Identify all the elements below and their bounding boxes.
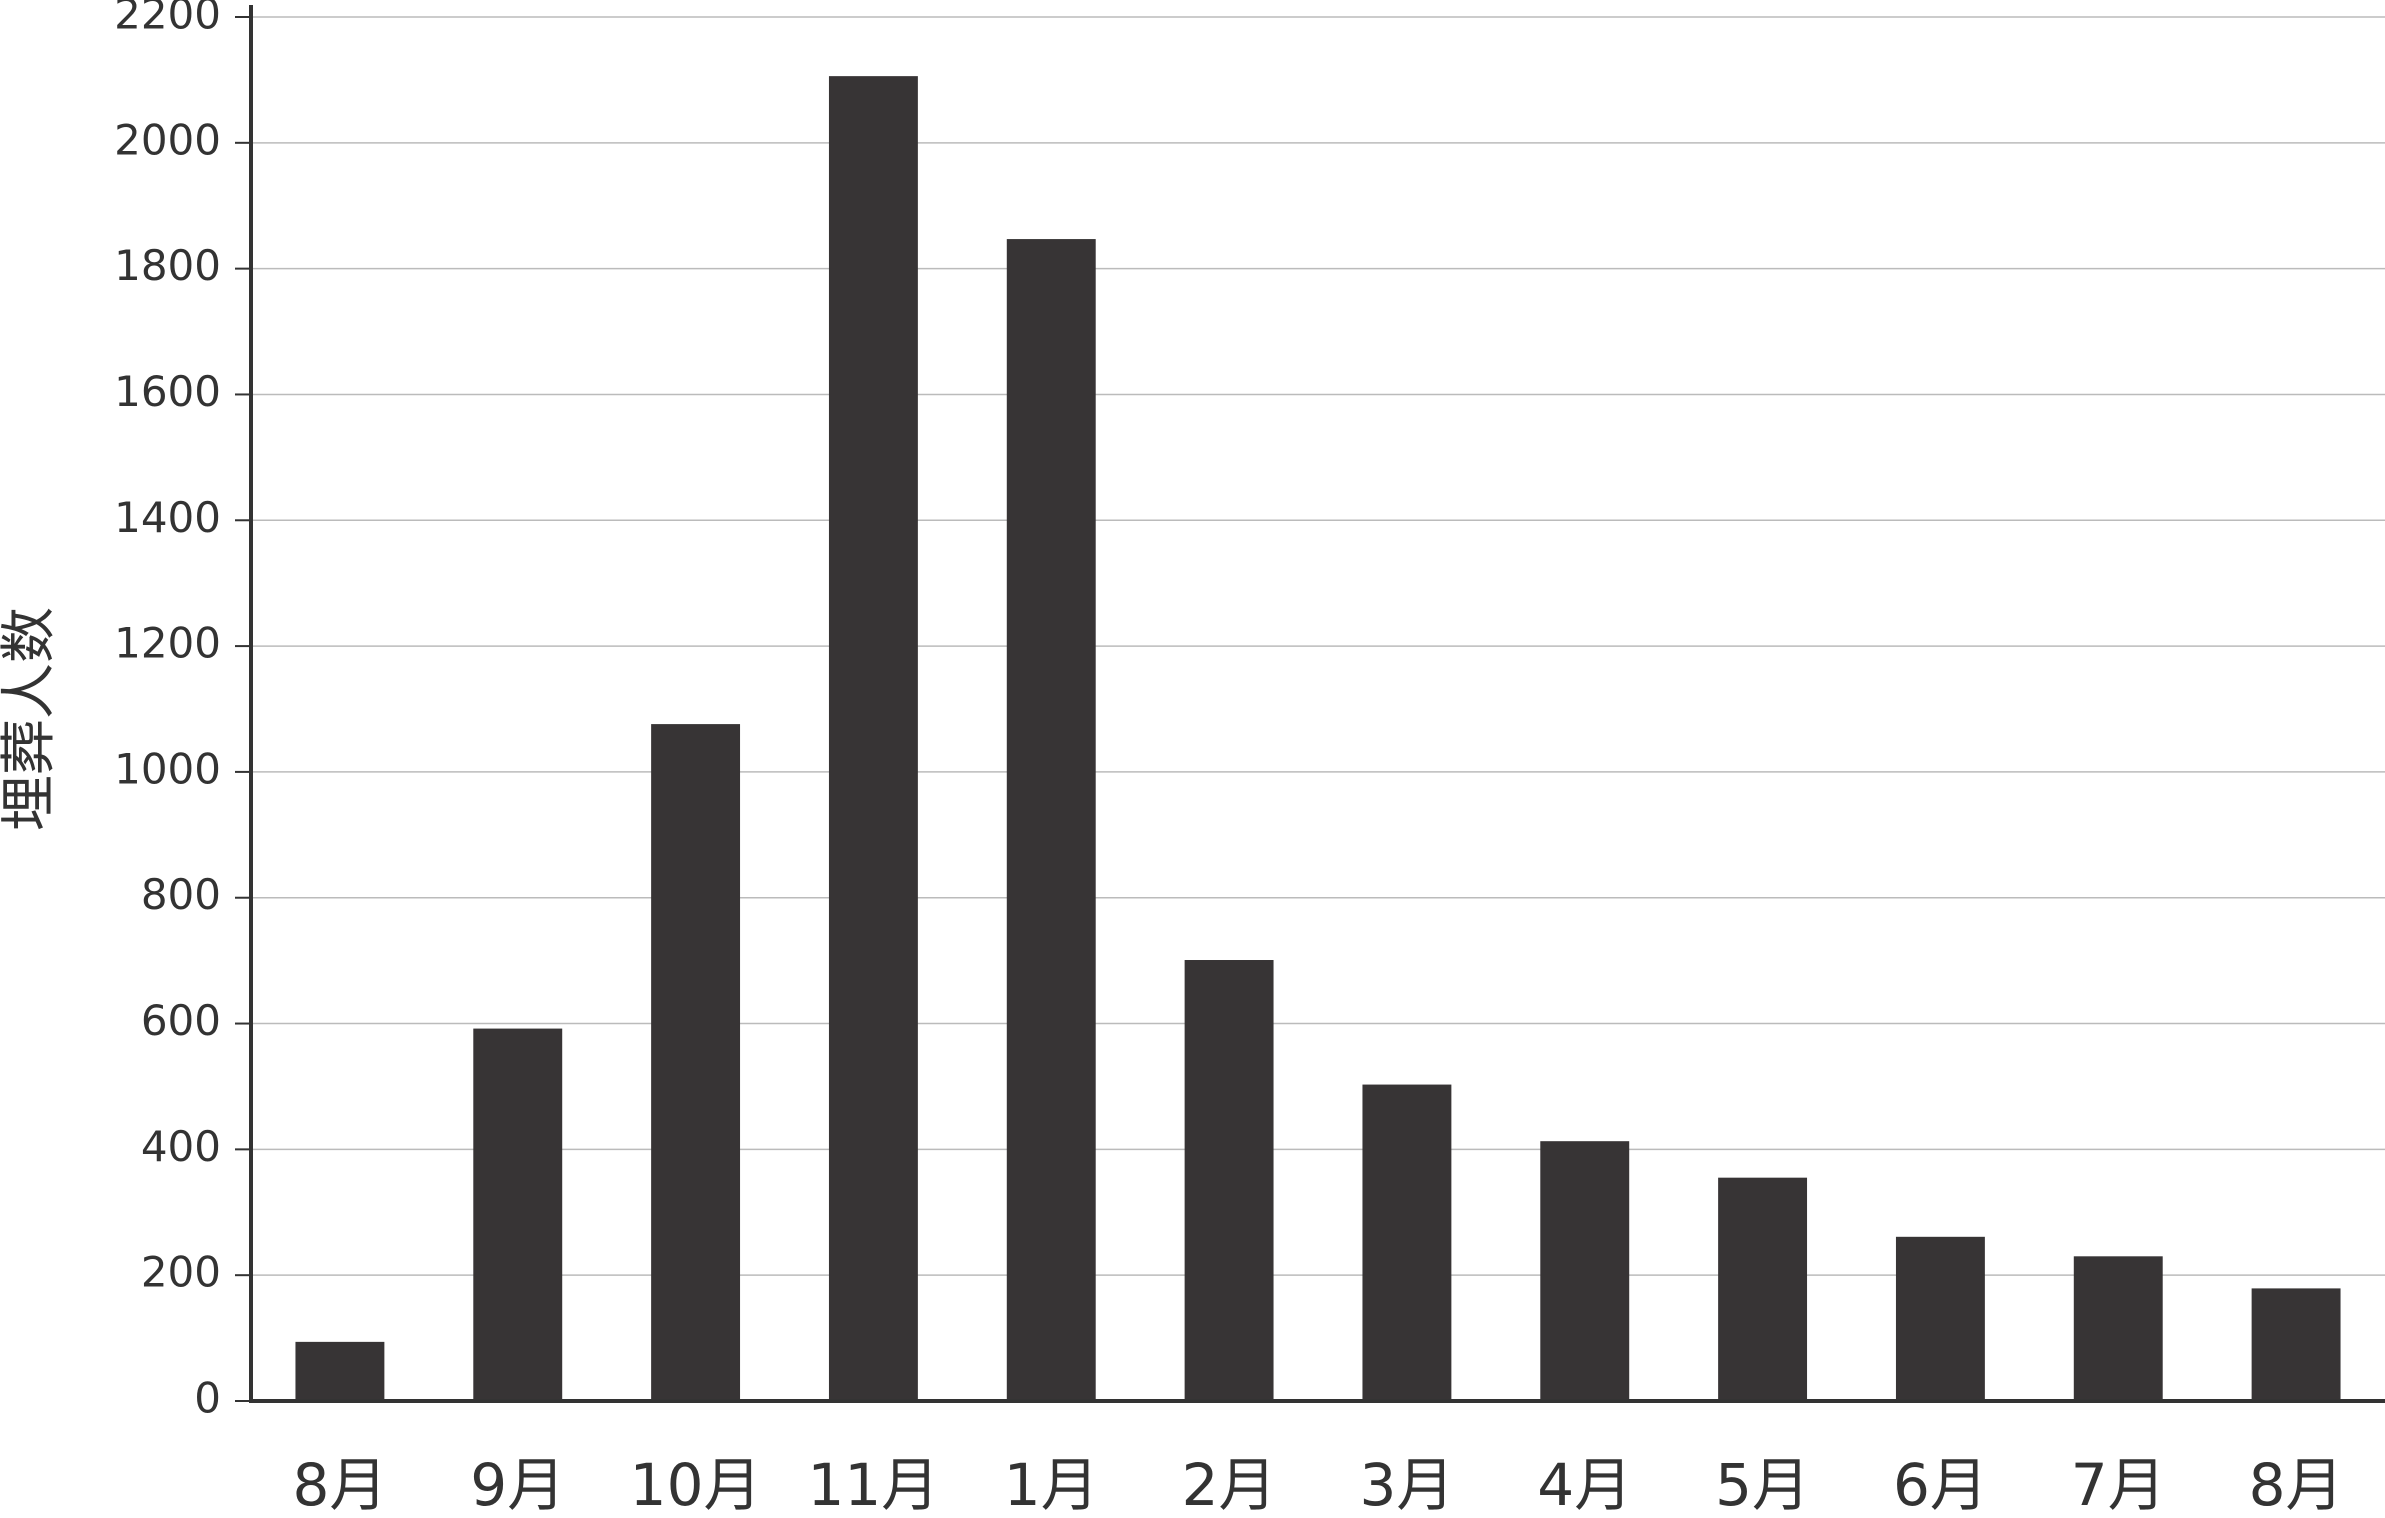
x-tick-label: 8月	[292, 1451, 387, 1518]
bar	[1184, 960, 1274, 1401]
y-tick-label: 1000	[114, 744, 221, 793]
x-tick-label: 11月	[808, 1451, 940, 1518]
bar	[2073, 1256, 2163, 1401]
bar	[828, 76, 918, 1402]
bar	[1895, 1236, 1985, 1401]
x-tick-label: 5月	[1715, 1451, 1810, 1518]
y-tick-label: 2000	[114, 115, 221, 164]
x-tick-label: 7月	[2071, 1451, 2166, 1518]
bar	[1540, 1141, 1630, 1401]
x-tick-label: 10月	[630, 1451, 762, 1518]
bar	[473, 1028, 563, 1401]
bar	[651, 724, 741, 1401]
y-tick-label: 1400	[114, 493, 221, 542]
x-tick-label: 2月	[1182, 1451, 1277, 1518]
x-tick-label: 9月	[470, 1451, 565, 1518]
bar	[2251, 1288, 2341, 1401]
x-tick-label: 1月	[1004, 1451, 1099, 1518]
y-tick-label: 200	[141, 1248, 221, 1297]
bar	[295, 1341, 385, 1401]
x-tick-label: 3月	[1359, 1451, 1454, 1518]
bar	[1362, 1084, 1452, 1401]
y-tick-label: 1200	[114, 619, 221, 668]
y-axis-label: 埋葬人数	[0, 607, 62, 831]
x-tick-label: 6月	[1893, 1451, 1988, 1518]
y-tick-label: 1600	[114, 367, 221, 416]
y-tick-label: 600	[141, 996, 221, 1045]
y-tick-label: 400	[141, 1122, 221, 1171]
y-tick-label: 0	[194, 1374, 221, 1423]
bar	[1006, 239, 1096, 1401]
y-tick-label: 2200	[114, 0, 221, 39]
x-tick-label: 8月	[2249, 1451, 2344, 1518]
y-tick-label: 800	[141, 870, 221, 919]
x-tick-label: 4月	[1537, 1451, 1632, 1518]
y-tick-label: 1800	[114, 241, 221, 290]
bar	[1718, 1177, 1808, 1401]
